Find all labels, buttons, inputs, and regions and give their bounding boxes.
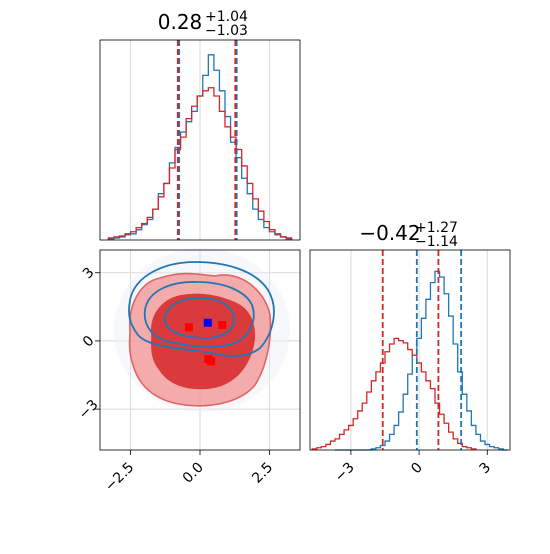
blue-histogram-step [335, 270, 508, 451]
grid-lines [350, 250, 488, 450]
blue-contour-outer [128, 261, 275, 357]
title-x-minus: −1.03 [205, 23, 248, 39]
truth-marker [184, 323, 193, 332]
truth-markers [184, 318, 227, 366]
blue-contour-mid [143, 281, 255, 348]
red-contour-inner-fill [151, 293, 256, 390]
y-tick-label: −3 [76, 397, 102, 423]
panel-frame [99, 249, 301, 451]
grid-lines [130, 40, 270, 240]
panel-frame [99, 39, 301, 241]
y-tick-label: 0 [80, 333, 98, 351]
title-x-plus: +1.04 [205, 9, 248, 25]
x-tick-label: 0.0 [180, 460, 207, 487]
title-y-plus: +1.27 [415, 220, 458, 236]
quantile-lines [381, 250, 463, 450]
y-tick-label: 3 [80, 265, 98, 283]
blue-contour-inner [164, 297, 235, 339]
red-histogram-step [107, 87, 293, 240]
x-tick-label: 2.5 [249, 460, 276, 487]
axis-ticks: −3 0 3 [332, 450, 494, 485]
histogram-series-group [311, 270, 508, 451]
panel-frame [309, 249, 511, 451]
red-histogram-step [311, 337, 477, 450]
histogram-series-group [107, 54, 293, 240]
panel-title-y: −0.42 [359, 221, 420, 245]
title-y-value: −0.42 [359, 221, 420, 245]
truth-marker [218, 321, 227, 329]
marginal-histogram-x: 0.28 +1.04 −1.03 [99, 9, 301, 241]
x-tick-label: −2.5 [102, 460, 137, 495]
truth-marker [207, 357, 216, 366]
quantile-lines [176, 40, 238, 240]
panel-title-x: 0.28 [158, 10, 203, 34]
joint-density-panel: −2.5 0.0 2.5 3 0 −3 [76, 248, 301, 495]
title-x-value: 0.28 [158, 10, 203, 34]
x-tick-label: 3 [476, 460, 494, 478]
truth-marker [203, 318, 212, 327]
x-tick-label: −3 [332, 460, 358, 486]
density-contours [114, 248, 290, 412]
title-y-minus: −1.14 [415, 234, 458, 250]
marginal-histogram-y: −0.42 +1.27 −1.14 −3 0 3 [309, 220, 511, 485]
x-tick-label: 0 [408, 460, 426, 478]
